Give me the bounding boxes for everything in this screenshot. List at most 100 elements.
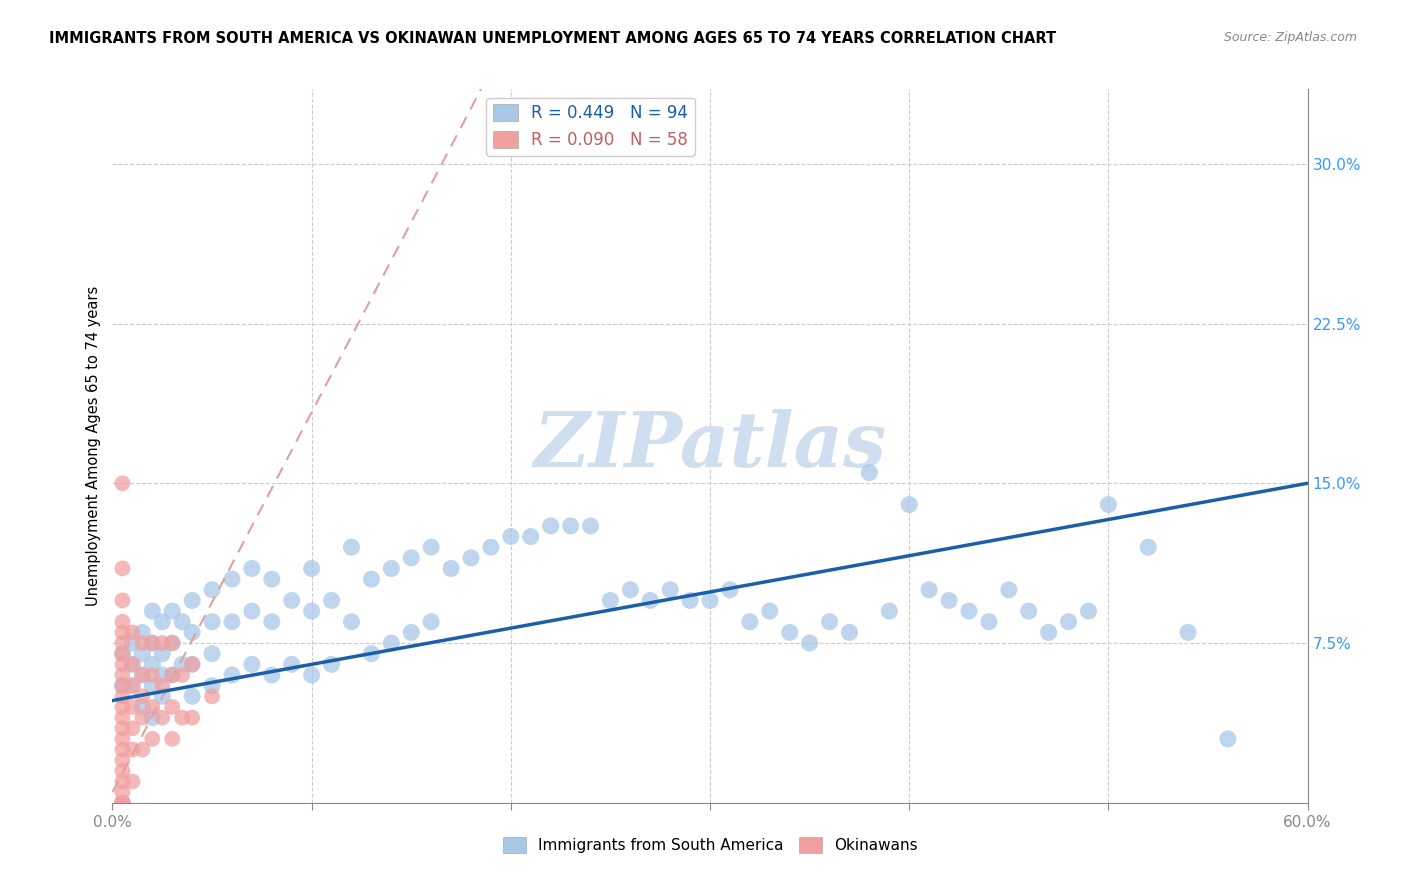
Point	[181, 657, 204, 672]
Point	[201, 582, 224, 597]
Point	[659, 582, 682, 597]
Point	[111, 796, 134, 810]
Point	[181, 625, 204, 640]
Point	[181, 710, 204, 724]
Point	[520, 529, 543, 543]
Point	[111, 796, 134, 810]
Point	[779, 625, 801, 640]
Point	[141, 636, 163, 650]
Point	[131, 636, 153, 650]
Point	[818, 615, 841, 629]
Point	[150, 636, 173, 650]
Point	[141, 710, 163, 724]
Point	[111, 679, 134, 693]
Point	[111, 764, 134, 778]
Point	[111, 796, 134, 810]
Point	[420, 540, 443, 554]
Point	[111, 731, 134, 746]
Point	[260, 572, 283, 586]
Point	[111, 625, 134, 640]
Point	[380, 561, 402, 575]
Point	[998, 582, 1021, 597]
Point	[162, 700, 183, 714]
Point	[599, 593, 621, 607]
Point	[150, 679, 173, 693]
Point	[150, 668, 173, 682]
Point	[479, 540, 502, 554]
Point	[221, 572, 243, 586]
Point	[121, 742, 143, 756]
Point	[838, 625, 860, 640]
Point	[1038, 625, 1060, 640]
Point	[172, 615, 194, 629]
Point	[172, 710, 194, 724]
Point	[360, 647, 382, 661]
Point	[460, 550, 482, 565]
Point	[121, 657, 143, 672]
Point	[121, 679, 143, 693]
Point	[141, 679, 163, 693]
Point	[111, 796, 134, 810]
Point	[540, 519, 562, 533]
Point	[321, 657, 343, 672]
Point	[1137, 540, 1160, 554]
Point	[560, 519, 582, 533]
Point	[121, 625, 143, 640]
Point	[260, 668, 283, 682]
Point	[898, 498, 921, 512]
Point	[111, 615, 134, 629]
Point	[141, 731, 163, 746]
Point	[579, 519, 602, 533]
Point	[111, 753, 134, 767]
Point	[111, 774, 134, 789]
Point	[260, 615, 283, 629]
Point	[718, 582, 741, 597]
Point	[1177, 625, 1199, 640]
Point	[111, 796, 134, 810]
Point	[240, 657, 263, 672]
Point	[420, 615, 443, 629]
Point	[301, 561, 323, 575]
Point	[162, 636, 183, 650]
Point	[879, 604, 901, 618]
Point	[977, 615, 1000, 629]
Point	[111, 796, 134, 810]
Point	[699, 593, 721, 607]
Point	[738, 615, 761, 629]
Point	[1097, 498, 1119, 512]
Point	[181, 657, 204, 672]
Point	[1077, 604, 1099, 618]
Point	[131, 742, 153, 756]
Y-axis label: Unemployment Among Ages 65 to 74 years: Unemployment Among Ages 65 to 74 years	[86, 285, 101, 607]
Text: Source: ZipAtlas.com: Source: ZipAtlas.com	[1223, 31, 1357, 45]
Point	[301, 668, 323, 682]
Text: IMMIGRANTS FROM SOUTH AMERICA VS OKINAWAN UNEMPLOYMENT AMONG AGES 65 TO 74 YEARS: IMMIGRANTS FROM SOUTH AMERICA VS OKINAWA…	[49, 31, 1056, 46]
Point	[162, 636, 183, 650]
Point	[121, 721, 143, 735]
Point	[141, 700, 163, 714]
Point	[141, 604, 163, 618]
Point	[281, 657, 304, 672]
Point	[111, 647, 134, 661]
Point	[111, 796, 134, 810]
Point	[221, 668, 243, 682]
Point	[111, 796, 134, 810]
Point	[181, 593, 204, 607]
Point	[131, 710, 153, 724]
Point	[111, 679, 134, 693]
Point	[111, 742, 134, 756]
Point	[1057, 615, 1080, 629]
Point	[141, 657, 163, 672]
Point	[111, 636, 134, 650]
Point	[201, 615, 224, 629]
Point	[150, 710, 173, 724]
Point	[141, 668, 163, 682]
Point	[201, 679, 224, 693]
Point	[111, 690, 134, 704]
Point	[131, 625, 153, 640]
Point	[111, 785, 134, 799]
Point	[938, 593, 960, 607]
Text: ZIPatlas: ZIPatlas	[533, 409, 887, 483]
Point	[121, 636, 143, 650]
Point	[131, 668, 153, 682]
